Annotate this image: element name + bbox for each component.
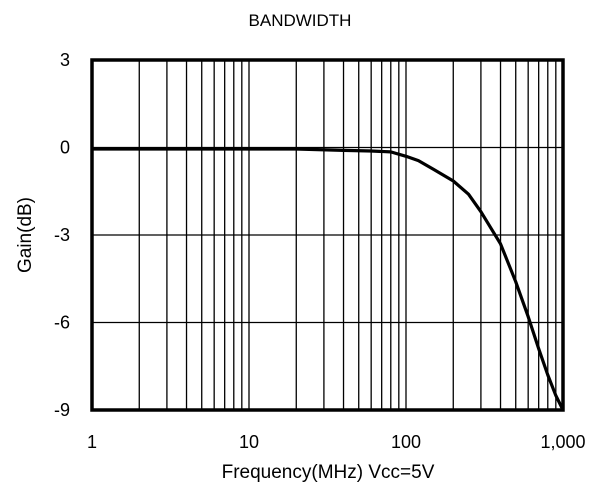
y-axis-label: Gain(dB) (15, 197, 36, 273)
plot-area (92, 147, 565, 411)
y-tick-label: 0 (60, 138, 70, 158)
grid (92, 60, 563, 410)
x-tick-label: 1,000 (540, 432, 585, 452)
y-tick-label: 3 (60, 50, 70, 70)
x-axis-ticks: 1 10 100 1,000 (87, 432, 586, 452)
y-tick-label: -3 (54, 225, 70, 245)
gain-series-line (92, 147, 565, 411)
chart-title: BANDWIDTH (249, 11, 352, 30)
plot-frame (90, 58, 565, 412)
x-axis-label: Frequency(MHz) Vcc=5V (222, 462, 435, 483)
y-tick-label: -9 (54, 400, 70, 420)
x-tick-label: 10 (239, 432, 259, 452)
y-axis-ticks: 3 0 -3 -6 -9 (54, 50, 70, 420)
y-tick-label: -6 (54, 313, 70, 333)
x-tick-label: 100 (391, 432, 421, 452)
x-tick-label: 1 (87, 432, 97, 452)
